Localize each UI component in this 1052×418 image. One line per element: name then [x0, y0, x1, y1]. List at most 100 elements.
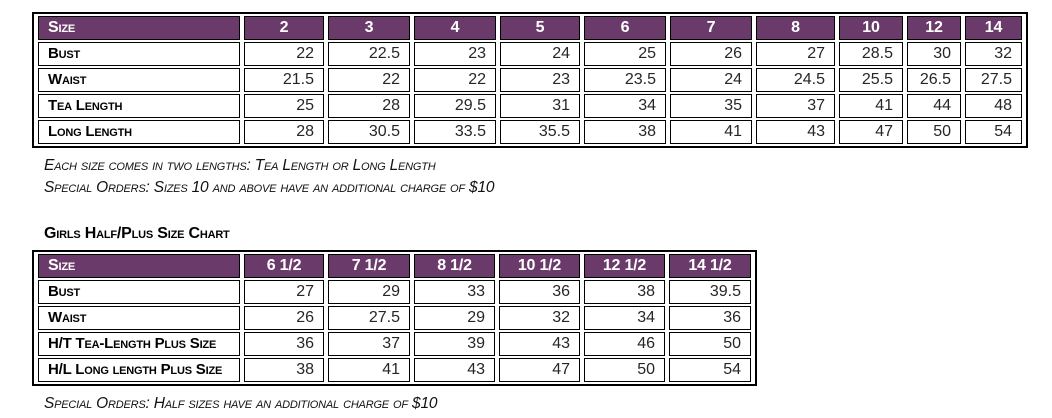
table-cell: 26 — [244, 306, 324, 330]
table-cell: 25 — [584, 42, 666, 66]
size-column-header: 6 — [584, 16, 666, 40]
table-cell: 23.5 — [584, 68, 666, 92]
table-row-bust: Bust 22 22.5 23 24 25 26 27 28.5 30 32 — [38, 42, 1022, 66]
size-column-header: 7 — [670, 16, 752, 40]
table-cell: 32 — [965, 42, 1022, 66]
table-cell: 44 — [907, 94, 961, 118]
row-label: H/T Tea-Length Plus Size — [38, 332, 240, 356]
table-cell: 41 — [839, 94, 903, 118]
table-cell: 34 — [584, 94, 666, 118]
size-header-label: Size — [38, 16, 240, 40]
table-cell: 33 — [414, 280, 495, 304]
table-cell: 41 — [328, 358, 410, 382]
table-cell: 22 — [328, 68, 410, 92]
table-cell: 50 — [669, 332, 751, 356]
table-cell: 29 — [328, 280, 410, 304]
table-cell: 38 — [244, 358, 324, 382]
table-cell: 30 — [907, 42, 961, 66]
size-column-header: 8 1/2 — [414, 254, 495, 278]
table-row-ht-tea-length-plus: H/T Tea-Length Plus Size 36 37 39 43 46 … — [38, 332, 751, 356]
size-column-header: 6 1/2 — [244, 254, 324, 278]
table-row-waist: Waist 26 27.5 29 32 34 36 — [38, 306, 751, 330]
size-column-header: 12 — [907, 16, 961, 40]
table-cell: 54 — [965, 120, 1022, 144]
table-header-row: Size 6 1/2 7 1/2 8 1/2 10 1/2 12 1/2 14 … — [38, 254, 751, 278]
row-label: Bust — [38, 42, 240, 66]
table-cell: 39.5 — [669, 280, 751, 304]
table-cell: 47 — [839, 120, 903, 144]
table-cell: 43 — [756, 120, 835, 144]
table-cell: 28 — [244, 120, 324, 144]
size-column-header: 14 — [965, 16, 1022, 40]
half-plus-chart-title: Girls Half/Plus Size Chart — [44, 225, 230, 242]
table-cell: 46 — [584, 332, 665, 356]
table-cell: 23 — [414, 42, 496, 66]
table-cell: 24 — [670, 68, 752, 92]
table-cell: 36 — [669, 306, 751, 330]
table-cell: 54 — [669, 358, 751, 382]
table-cell: 27 — [244, 280, 324, 304]
table-cell: 24.5 — [756, 68, 835, 92]
half-plus-size-table: Size 6 1/2 7 1/2 8 1/2 10 1/2 12 1/2 14 … — [32, 250, 757, 386]
table-cell: 22.5 — [328, 42, 410, 66]
row-label: Tea Length — [38, 94, 240, 118]
standard-size-table: Size 2 3 4 5 6 7 8 10 12 14 Bust 22 22.5… — [32, 12, 1028, 148]
row-label: Long Length — [38, 120, 240, 144]
table-cell: 27.5 — [328, 306, 410, 330]
row-label: Bust — [38, 280, 240, 304]
note-special-orders-half-sizes: Special Orders: Half sizes have an addit… — [44, 395, 438, 412]
table-cell: 29 — [414, 306, 495, 330]
table-cell: 31 — [500, 94, 580, 118]
table-cell: 25 — [244, 94, 324, 118]
table-cell: 30.5 — [328, 120, 410, 144]
table-row-hl-long-length-plus: H/L Long length Plus Size 38 41 43 47 50… — [38, 358, 751, 382]
table-cell: 47 — [499, 358, 580, 382]
table-cell: 21.5 — [244, 68, 324, 92]
table-cell: 28 — [328, 94, 410, 118]
table-cell: 32 — [499, 306, 580, 330]
size-column-header: 4 — [414, 16, 496, 40]
table-cell: 33.5 — [414, 120, 496, 144]
size-column-header: 7 1/2 — [328, 254, 410, 278]
table-cell: 38 — [584, 120, 666, 144]
note-two-lengths: Each size comes in two lengths: Tea Leng… — [44, 157, 436, 174]
table-cell: 36 — [499, 280, 580, 304]
row-label: Waist — [38, 68, 240, 92]
table-cell: 24 — [500, 42, 580, 66]
size-header-label: Size — [38, 254, 240, 278]
size-column-header: 2 — [244, 16, 324, 40]
size-column-header: 12 1/2 — [584, 254, 665, 278]
table-cell: 27 — [756, 42, 835, 66]
table-cell: 38 — [584, 280, 665, 304]
table-row-bust: Bust 27 29 33 36 38 39.5 — [38, 280, 751, 304]
note-special-orders-sizes: Special Orders: Sizes 10 and above have … — [44, 179, 495, 196]
table-cell: 35.5 — [500, 120, 580, 144]
table-cell: 37 — [328, 332, 410, 356]
table-cell: 41 — [670, 120, 752, 144]
table-cell: 27.5 — [965, 68, 1022, 92]
size-column-header: 8 — [756, 16, 835, 40]
table-cell: 26.5 — [907, 68, 961, 92]
table-cell: 26 — [670, 42, 752, 66]
table-row-waist: Waist 21.5 22 22 23 23.5 24 24.5 25.5 26… — [38, 68, 1022, 92]
table-cell: 35 — [670, 94, 752, 118]
table-cell: 48 — [965, 94, 1022, 118]
row-label: Waist — [38, 306, 240, 330]
size-column-header: 10 1/2 — [499, 254, 580, 278]
table-cell: 25.5 — [839, 68, 903, 92]
table-cell: 37 — [756, 94, 835, 118]
table-cell: 43 — [499, 332, 580, 356]
table-row-tea-length: Tea Length 25 28 29.5 31 34 35 37 41 44 … — [38, 94, 1022, 118]
table-cell: 34 — [584, 306, 665, 330]
table-cell: 22 — [414, 68, 496, 92]
table-cell: 23 — [500, 68, 580, 92]
size-column-header: 5 — [500, 16, 580, 40]
table-cell: 50 — [907, 120, 961, 144]
table-cell: 50 — [584, 358, 665, 382]
table-cell: 43 — [414, 358, 495, 382]
row-label: H/L Long length Plus Size — [38, 358, 240, 382]
table-cell: 29.5 — [414, 94, 496, 118]
table-header-row: Size 2 3 4 5 6 7 8 10 12 14 — [38, 16, 1022, 40]
table-cell: 36 — [244, 332, 324, 356]
